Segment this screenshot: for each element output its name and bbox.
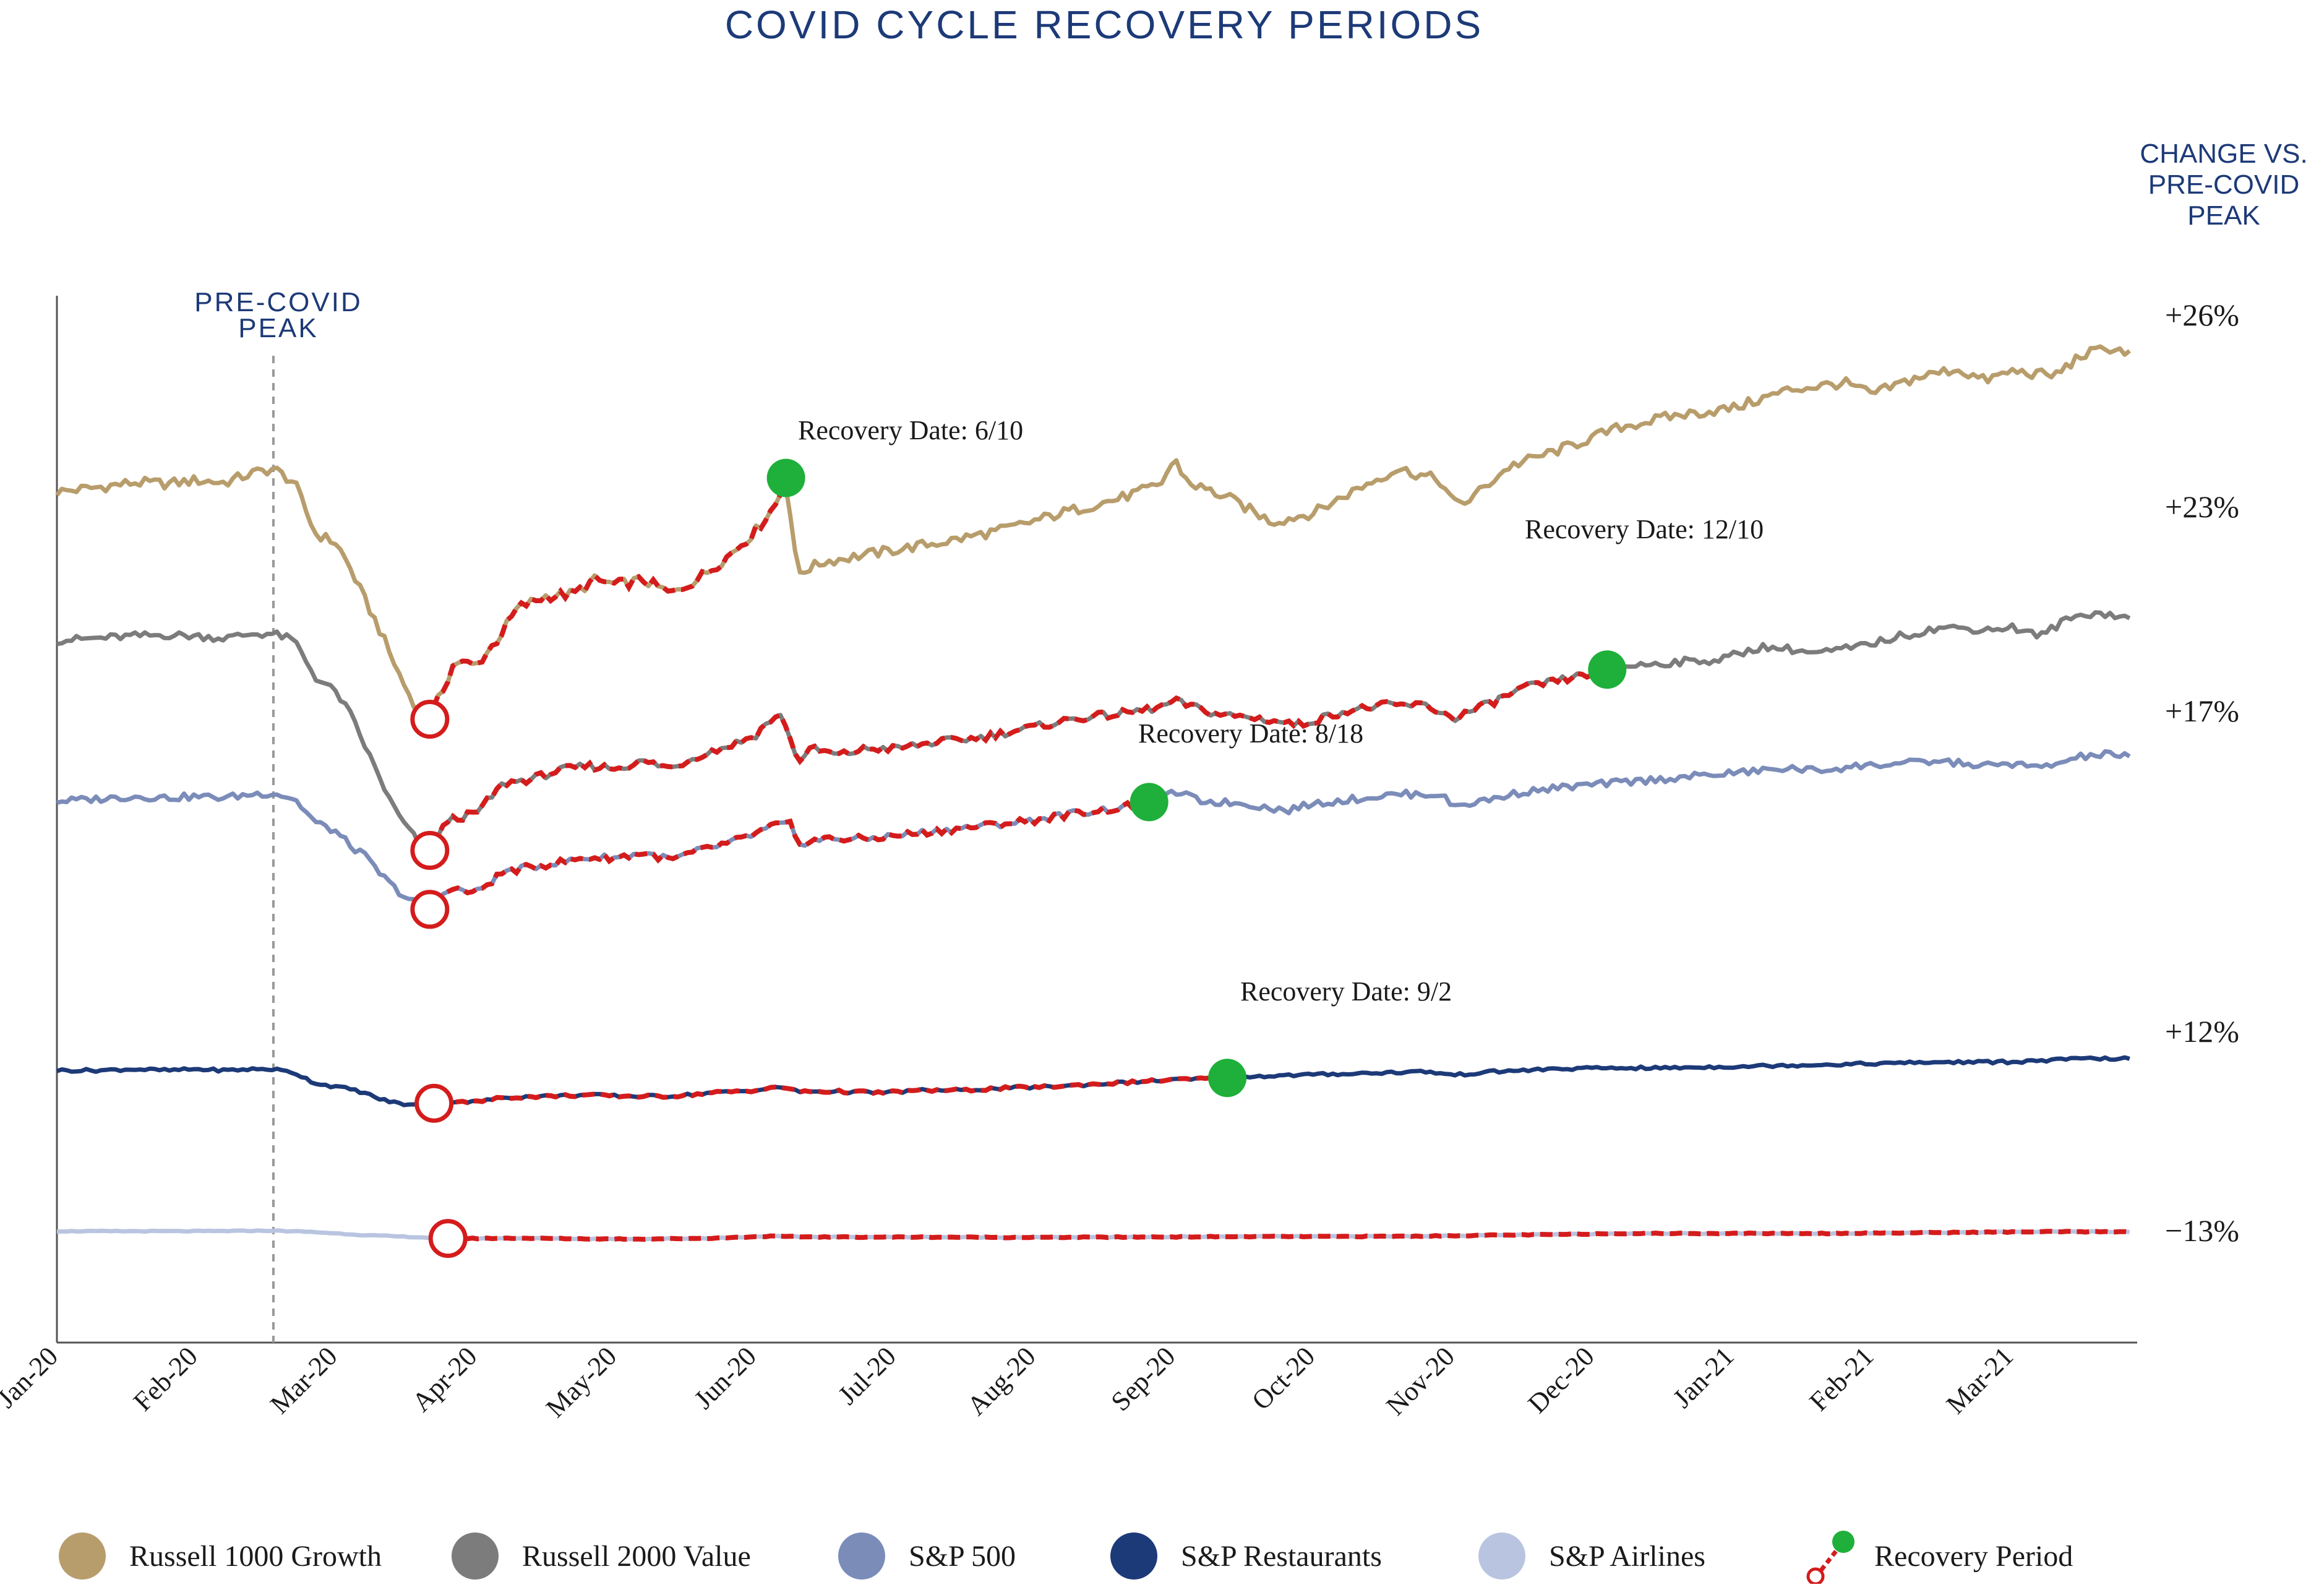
trough-marker-russell-2000-value xyxy=(410,831,450,870)
series-layer: Recovery Date: 6/10 +26% Recovery Date: 12… xyxy=(55,298,2239,1258)
peak-label-line-1: PRE-COVID xyxy=(194,287,362,317)
x-tick-labels: Jan-20 Feb-20 Mar-20 Apr-20 May-20 Jun-20 Jul-… xyxy=(0,1341,2019,1423)
end-change-label-sp-restaurants: +12% xyxy=(2165,1014,2239,1049)
recovery-date-label-russell-1000-growth: Recovery Date: 6/10 xyxy=(798,415,1023,445)
recovery-period-russell-2000-value xyxy=(431,664,1608,848)
x-tick-label: Aug-20 xyxy=(961,1341,1042,1421)
end-change-label-sp-airlines: −13% xyxy=(2165,1213,2239,1248)
x-tick-label: Apr-20 xyxy=(406,1341,483,1417)
recovery-date-label-russell-2000-value: Recovery Date: 12/10 xyxy=(1525,514,1764,544)
recovery-point-sp-500 xyxy=(1130,783,1168,822)
right-header-line-3: PEAK xyxy=(2187,200,2260,231)
x-tick-label: Mar-20 xyxy=(264,1341,343,1419)
right-header-line-2: PRE-COVID xyxy=(2148,170,2299,200)
end-change-label-russell-2000-value: +23% xyxy=(2165,489,2239,524)
x-tick-label: Jan-21 xyxy=(1667,1341,1740,1414)
right-header-line-1: CHANGE VS. xyxy=(2140,139,2307,169)
recovery-point-russell-2000-value xyxy=(1588,650,1627,689)
trough-marker-russell-1000-growth xyxy=(410,700,450,739)
legend-swatch-sp-restaurants xyxy=(1110,1533,1157,1580)
legend-swatch-sp-airlines xyxy=(1478,1533,1525,1580)
recovery-period-sp-500 xyxy=(432,797,1149,906)
trough-marker-sp-airlines xyxy=(428,1219,468,1258)
recovery-period-sp-restaurants xyxy=(437,1075,1227,1106)
x-tick-label: Mar-21 xyxy=(1940,1341,2019,1419)
x-tick-label: Nov-20 xyxy=(1380,1341,1460,1421)
legend-swatch-russell-2000-value xyxy=(452,1533,499,1580)
legend-label: Russell 2000 Value xyxy=(522,1539,751,1573)
series-line-sp-500 xyxy=(56,749,2131,911)
recovery-date-label-sp-500: Recovery Date: 8/18 xyxy=(1138,718,1363,749)
legend-label: Recovery Period xyxy=(1874,1539,2073,1573)
recovery-point-russell-1000-growth xyxy=(766,458,805,497)
recovery-period-russell-1000-growth xyxy=(431,483,788,709)
peak-label-line-2: PEAK xyxy=(238,313,318,343)
recovery-point-sp-restaurants xyxy=(1208,1059,1247,1098)
x-tick-label: Feb-20 xyxy=(127,1341,204,1417)
legend-item-sp-500: S&P 500 xyxy=(838,1528,1016,1584)
legend-item-russell-1000-growth: Russell 1000 Growth xyxy=(59,1528,382,1584)
end-change-label-russell-1000-growth: +26% xyxy=(2165,298,2239,332)
x-tick-label: May-20 xyxy=(540,1341,622,1423)
recovery-period-sp-airlines xyxy=(447,1229,2130,1242)
legend-label: S&P 500 xyxy=(909,1539,1016,1573)
legend-label: S&P Restaurants xyxy=(1181,1539,1382,1573)
x-tick-label: Jan-20 xyxy=(0,1341,64,1414)
legend-item-recovery-period: Recovery Period xyxy=(1806,1528,2073,1584)
legend: Russell 1000 Growth Russell 2000 Value S… xyxy=(0,1528,2324,1584)
series-line-russell-1000-growth xyxy=(55,344,2131,723)
x-tick-label: Sep-20 xyxy=(1105,1341,1181,1417)
x-tick-label: Oct-20 xyxy=(1246,1341,1321,1416)
trough-marker-sp-restaurants xyxy=(414,1083,454,1123)
legend-label: S&P Airlines xyxy=(1549,1539,1705,1573)
legend-item-sp-restaurants: S&P Restaurants xyxy=(1110,1528,1382,1584)
x-tick-label: Feb-21 xyxy=(1804,1341,1880,1417)
legend-item-sp-airlines: S&P Airlines xyxy=(1478,1528,1705,1584)
x-tick-label: Jul-20 xyxy=(832,1341,901,1410)
legend-swatch-russell-1000-growth xyxy=(59,1533,106,1580)
end-change-label-sp-500: +17% xyxy=(2165,694,2239,728)
legend-swatch-sp-500 xyxy=(838,1533,885,1580)
legend-label: Russell 1000 Growth xyxy=(129,1539,382,1573)
recovery-period-icon xyxy=(1806,1531,1854,1584)
x-tick-label: Dec-20 xyxy=(1522,1341,1600,1419)
recovery-date-label-sp-restaurants: Recovery Date: 9/2 xyxy=(1240,976,1452,1007)
chart-title: COVID CYCLE RECOVERY PERIODS xyxy=(725,2,1483,47)
trough-marker-sp-500 xyxy=(410,890,450,929)
x-tick-label: Jun-20 xyxy=(688,1341,762,1414)
legend-item-russell-2000-value: Russell 2000 Value xyxy=(452,1528,751,1584)
